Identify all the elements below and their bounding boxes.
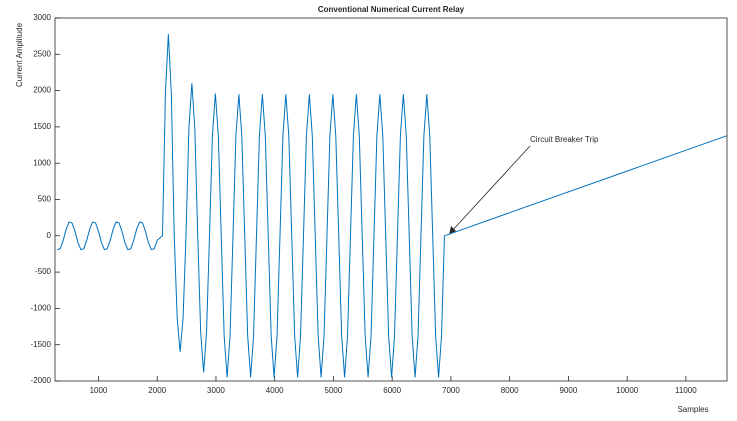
- x-tick-label: 11000: [675, 386, 697, 395]
- y-tick-label: 2000: [33, 86, 51, 95]
- x-tick-label: 10000: [616, 386, 639, 395]
- y-tick-label: -1000: [31, 304, 52, 313]
- x-tick-label: 4000: [266, 386, 284, 395]
- y-tick-label: 2500: [33, 49, 51, 58]
- x-tick-label: 7000: [442, 386, 460, 395]
- x-tick-label: 2000: [148, 386, 166, 395]
- x-tick-label: 9000: [560, 386, 578, 395]
- arrow-head: [449, 226, 456, 235]
- annotation: Circuit Breaker Trip: [530, 135, 599, 144]
- y-tick-label: 3000: [33, 13, 51, 22]
- y-tick-label: -2000: [31, 376, 52, 385]
- plot-area: [54, 17, 728, 382]
- data-line: [57, 33, 728, 378]
- x-tick-label: 1000: [90, 386, 108, 395]
- y-tick-label: 1000: [33, 158, 51, 167]
- x-tick-label: 5000: [325, 386, 343, 395]
- x-tick-label: 8000: [501, 386, 519, 395]
- annotation-arrow: [450, 145, 531, 233]
- y-tick-label: 500: [38, 195, 52, 204]
- x-tick-label: 6000: [383, 386, 401, 395]
- y-axis-label: Current Amplitude: [15, 22, 24, 87]
- y-tick-label: -500: [35, 267, 52, 276]
- x-axis-label: Samples: [677, 405, 708, 414]
- chart-title: Conventional Numerical Current Relay: [318, 5, 465, 14]
- y-tick-label: 1500: [33, 122, 51, 131]
- x-tick-label: 3000: [207, 386, 225, 395]
- y-tick-label: 0: [47, 231, 52, 240]
- y-tick-label: -1500: [31, 340, 52, 349]
